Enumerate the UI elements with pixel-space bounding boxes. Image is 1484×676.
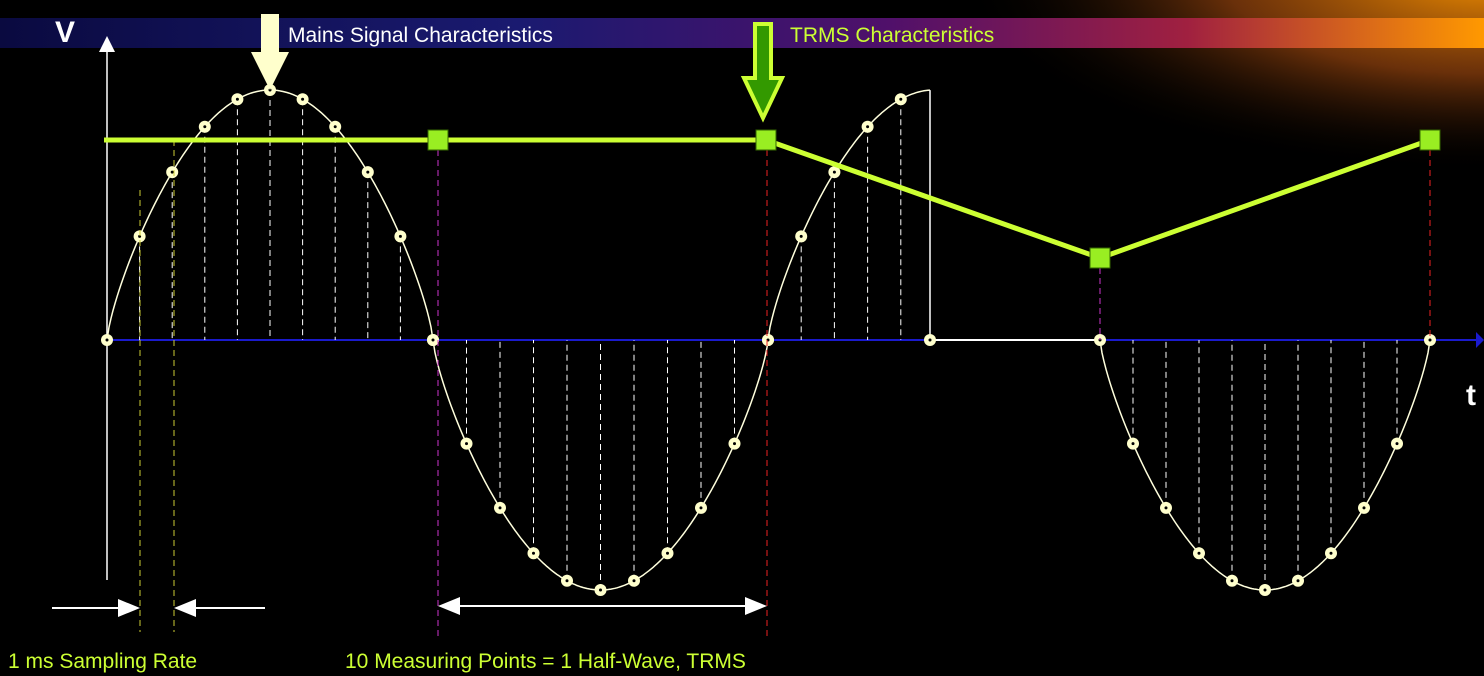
- sample-point-center: [1230, 579, 1234, 583]
- sample-point-center: [465, 442, 468, 446]
- sample-point-center: [799, 234, 803, 238]
- dimension-arrowhead: [174, 599, 196, 617]
- sample-point-center: [1395, 442, 1399, 446]
- sample-point-center: [1296, 579, 1300, 583]
- sample-point-center: [699, 506, 703, 510]
- dimension-arrowhead: [438, 597, 460, 615]
- sample-point-center: [1263, 588, 1267, 592]
- sample-point-center: [899, 97, 903, 101]
- sample-point-center: [431, 338, 435, 342]
- sample-point-center: [170, 170, 174, 174]
- dimension-arrowhead: [745, 597, 767, 615]
- sample-point-center: [203, 125, 207, 129]
- banner: [0, 18, 1484, 48]
- sample-point-center: [301, 97, 305, 101]
- trms-point: [1419, 129, 1441, 151]
- sample-point-center: [733, 442, 736, 446]
- sample-point-center: [398, 234, 402, 238]
- sample-point-center: [235, 97, 239, 101]
- sample-point-center: [1131, 442, 1135, 446]
- sample-point-center: [866, 125, 870, 129]
- mains-arrow: [251, 14, 289, 90]
- sample-point-center: [1164, 506, 1168, 510]
- trms-arrow: [740, 22, 786, 123]
- trms-point: [755, 129, 777, 151]
- y-axis-label: V: [55, 16, 75, 49]
- glow: [920, 0, 1484, 200]
- sampling-label: 1 ms Sampling Rate: [8, 650, 197, 673]
- sample-point-center: [1362, 506, 1366, 510]
- sample-point-center: [666, 551, 669, 555]
- sample-point-center: [565, 579, 569, 583]
- dimension-arrowhead: [118, 599, 140, 617]
- sample-point-center: [1197, 551, 1201, 555]
- sample-point-center: [105, 338, 109, 342]
- sample-point-center: [1329, 551, 1333, 555]
- trms-point: [1089, 247, 1111, 269]
- sample-point-center: [498, 506, 502, 510]
- sample-point-center: [532, 551, 535, 555]
- x-axis-label: t: [1466, 379, 1476, 412]
- sample-point-center: [366, 170, 370, 174]
- measuring-label: 10 Measuring Points = 1 Half-Wave, TRMS: [345, 650, 746, 673]
- sample-point-center: [599, 588, 602, 592]
- x-axis-arrow: [1476, 332, 1484, 348]
- sample-point-center: [333, 125, 337, 129]
- sample-point-center: [832, 170, 836, 174]
- y-axis-arrow: [99, 36, 115, 52]
- sample-point-center: [632, 579, 636, 583]
- banner-right-title: TRMS Characteristics: [790, 24, 994, 47]
- trms-point: [427, 129, 449, 151]
- sample-point-center: [1428, 338, 1432, 342]
- sample-point-center: [928, 338, 932, 342]
- banner-left-title: Mains Signal Characteristics: [288, 24, 553, 47]
